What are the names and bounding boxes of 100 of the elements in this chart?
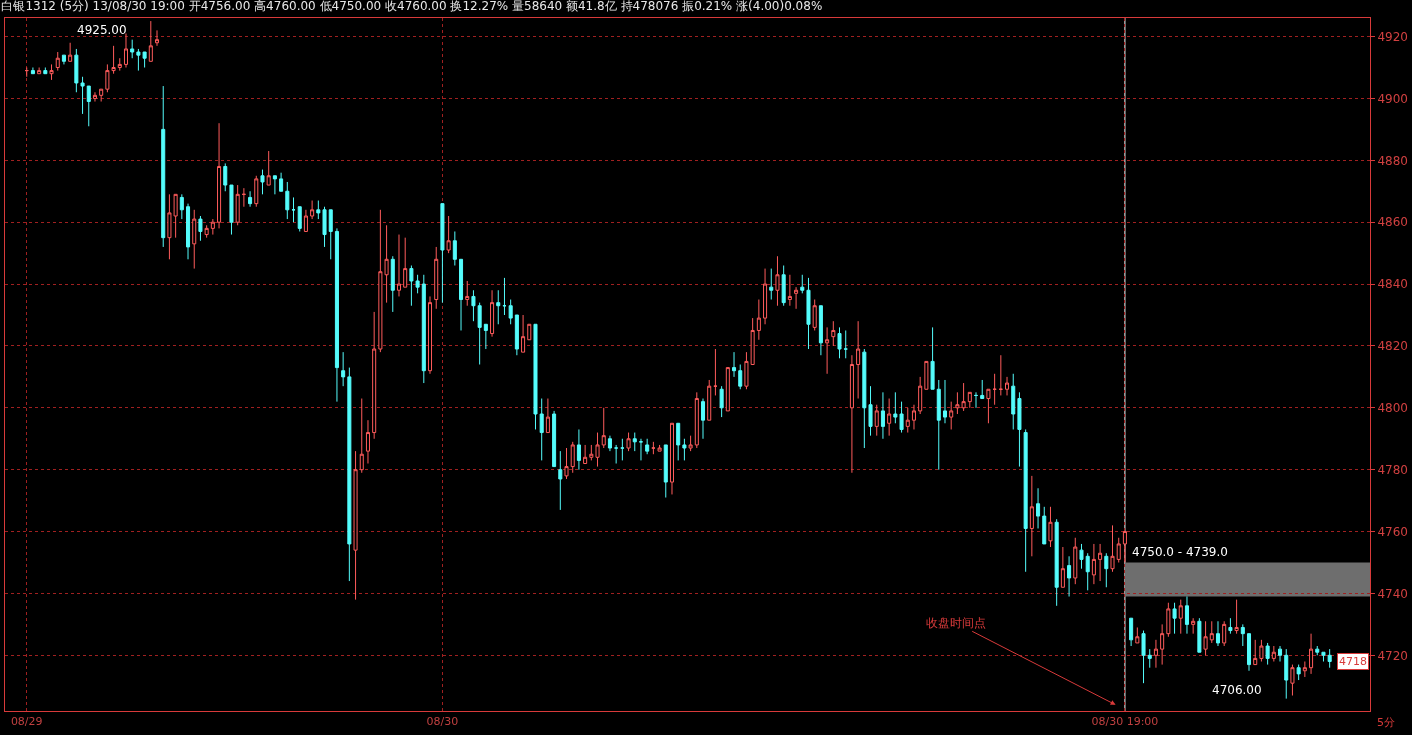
candlestick — [1079, 543, 1084, 570]
candlestick — [607, 435, 612, 452]
candlestick — [210, 218, 215, 236]
y-tick-label: 4740 — [1377, 586, 1408, 601]
candlestick — [521, 314, 526, 353]
candlestick — [68, 42, 73, 62]
candlestick — [738, 364, 743, 390]
candlestick — [1203, 620, 1208, 656]
candlestick — [1017, 391, 1022, 468]
candlestick — [558, 450, 563, 511]
candlestick — [1327, 648, 1332, 669]
candlestick — [285, 181, 290, 220]
candlestick — [49, 63, 54, 81]
candlestick — [186, 203, 191, 260]
candlestick — [763, 268, 768, 325]
candlestick — [1129, 617, 1134, 647]
candlestick — [1042, 506, 1047, 545]
chart-title: 白银1312 (5分) 13/08/30 19:00 开4756.00 高4760.00 低4750.00 收4760.00 换12.27% 量58640 额41.8亿 持478076 振0.21% 涨(4.00)0.08% — [1, 0, 823, 13]
candlestick — [676, 422, 681, 461]
candlestick — [490, 289, 495, 338]
candlestick — [936, 379, 941, 471]
candlestick — [825, 326, 830, 375]
candlestick — [626, 432, 631, 452]
candlestick — [831, 320, 836, 347]
candlestick — [514, 314, 519, 356]
annotation: 收盘时间点 — [926, 616, 986, 630]
candlestick — [986, 388, 991, 424]
candlestick — [241, 187, 246, 208]
y-tick-label: 4760 — [1377, 524, 1408, 539]
text: 5分 — [1377, 716, 1395, 729]
candlestick — [657, 444, 662, 452]
candlestick — [905, 407, 910, 434]
candlestick — [725, 367, 730, 412]
candlestick — [30, 67, 35, 75]
candlestick — [297, 206, 302, 232]
candlestick — [843, 329, 848, 359]
candlestick — [669, 422, 675, 495]
candlestick — [372, 311, 377, 440]
candlestick — [1302, 661, 1307, 678]
candlestick — [37, 67, 42, 75]
candlestick — [303, 209, 308, 232]
candlestick — [161, 85, 166, 248]
candlestick — [459, 258, 464, 331]
candlestick — [1184, 596, 1189, 635]
candlestick — [1147, 648, 1152, 669]
y-tick-label: 4900 — [1377, 91, 1408, 106]
candlestick — [688, 435, 693, 452]
candlestick — [390, 255, 395, 313]
y-tick-label: 4880 — [1377, 153, 1408, 168]
candlestick — [328, 209, 333, 260]
candlestick — [310, 200, 315, 220]
candlestick — [967, 391, 972, 409]
candlestick — [1271, 645, 1276, 662]
candlestick — [570, 441, 575, 474]
y-tick-label: 4860 — [1377, 215, 1408, 230]
candlestick — [92, 91, 97, 103]
candlestick — [1246, 633, 1252, 672]
candlestick — [1085, 552, 1090, 591]
y-tick-label: 4920 — [1377, 29, 1408, 44]
text: 4718 — [1339, 655, 1367, 668]
candlestick — [576, 428, 581, 471]
y-tick-label: 4840 — [1377, 277, 1408, 292]
candlestick — [1240, 623, 1245, 647]
candlestick — [359, 398, 364, 474]
y-tick-label: 4820 — [1377, 339, 1408, 354]
candlestick — [502, 277, 507, 316]
candlestick — [1321, 651, 1326, 662]
candlestick — [334, 227, 339, 403]
candlestick — [1048, 506, 1053, 548]
candlestick — [874, 404, 879, 437]
candlestick — [1098, 543, 1103, 582]
candlestick — [123, 32, 129, 68]
candlestick — [614, 444, 619, 464]
candlestick — [223, 162, 228, 192]
candlestick — [1110, 524, 1115, 573]
candlestick — [1116, 537, 1121, 563]
x-tick-label: 08/30 — [426, 715, 459, 729]
candlestick — [1029, 475, 1034, 557]
candlestick — [1197, 617, 1202, 653]
annotation: 4925.00 — [77, 23, 127, 37]
candlestick — [43, 67, 48, 75]
y-tick-label: 4720 — [1377, 648, 1408, 663]
candlestick — [1054, 518, 1059, 607]
candlestick — [775, 255, 780, 307]
candlestick — [1265, 642, 1270, 666]
candlestick — [1141, 630, 1146, 684]
candlestick — [508, 299, 513, 325]
candlestick — [887, 398, 892, 437]
candlestick — [217, 122, 222, 229]
candlestick — [1296, 664, 1301, 681]
candlestick — [1259, 639, 1264, 662]
candlestick — [1166, 602, 1171, 638]
candlestick — [1309, 633, 1314, 675]
candlestick — [1278, 645, 1283, 662]
candlestick — [1060, 546, 1065, 588]
candlestick — [396, 234, 402, 297]
candlestick — [1122, 531, 1127, 563]
candlestick — [942, 379, 948, 424]
candlestick — [266, 150, 271, 186]
candlestick — [179, 193, 184, 220]
